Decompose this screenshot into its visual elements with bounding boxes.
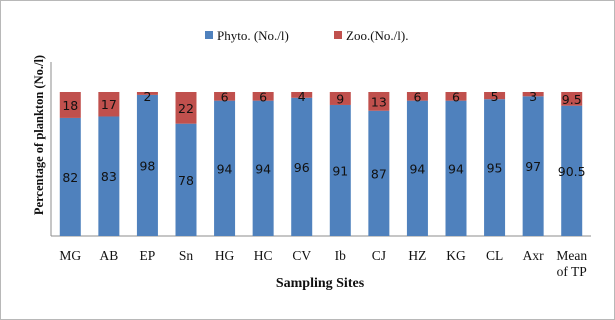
bar-phyto-5 (252, 100, 274, 236)
value-label-zoo-11: 5 (491, 89, 499, 104)
value-label-phyto-5: 94 (255, 161, 271, 176)
bar-phyto-9 (406, 100, 428, 236)
bar-zoo-12 (522, 92, 544, 97)
value-label-phyto-9: 94 (409, 161, 425, 176)
value-label-phyto-12: 97 (525, 159, 541, 174)
bar-zoo-13 (561, 92, 583, 106)
value-label-phyto-6: 96 (294, 160, 310, 175)
category-label-6: CV (292, 248, 311, 263)
category-labels: MG AB EP Sn HG HC CV Ib CJ HZ KG CL Axr Mean of TP (59, 248, 587, 279)
value-label-phyto-13: 90.5 (558, 164, 586, 179)
category-label-2: EP (140, 248, 156, 263)
bar-zoo-2 (136, 92, 158, 95)
bar-zoo-0 (59, 92, 81, 118)
category-label-3: Sn (179, 248, 194, 263)
value-label-phyto-11: 95 (487, 161, 503, 176)
value-label-zoo-10: 6 (452, 89, 460, 104)
legend-label-zoo: Zoo.(No./l). (346, 28, 408, 43)
bar-phyto-3 (175, 123, 197, 236)
value-label-phyto-4: 94 (217, 161, 233, 176)
value-label-zoo-9: 6 (413, 89, 421, 104)
category-label-10: KG (446, 248, 466, 263)
bar-zoo-11 (484, 92, 506, 100)
bar-zoo-4 (214, 92, 236, 101)
y-axis-title: Percentage of plankton (No./l) (32, 55, 46, 215)
bar-phyto-0 (59, 117, 81, 236)
value-label-phyto-7: 91 (332, 163, 348, 178)
bar-zoo-10 (445, 92, 467, 101)
category-label-11: CL (486, 248, 503, 263)
value-label-phyto-1: 83 (101, 169, 117, 184)
bar-phyto-7 (329, 104, 351, 237)
bar-phyto-11 (484, 99, 506, 236)
legend-swatch-zoo (334, 31, 342, 39)
bar-phyto-12 (522, 96, 544, 236)
bar-phyto-10 (445, 100, 467, 236)
bar-zoo-3 (175, 92, 197, 124)
value-label-zoo-0: 18 (62, 98, 78, 113)
value-label-phyto-3: 78 (178, 173, 194, 188)
bar-phyto-8 (368, 110, 390, 236)
category-label-12: Axr (523, 248, 544, 263)
bar-phyto-4 (214, 100, 236, 236)
bar-zoo-9 (406, 92, 428, 101)
category-label-4: HG (215, 248, 235, 263)
value-label-phyto-10: 94 (448, 161, 464, 176)
value-label-zoo-6: 4 (298, 89, 306, 104)
category-label-5: HC (254, 248, 273, 263)
value-label-zoo-1: 17 (101, 97, 117, 112)
value-label-zoo-2: 2 (143, 89, 151, 104)
x-axis-title: Sampling Sites (276, 276, 365, 291)
category-label-9: HZ (408, 248, 426, 263)
value-label-phyto-8: 87 (371, 166, 387, 181)
value-label-zoo-5: 6 (259, 89, 267, 104)
value-label-zoo-8: 13 (371, 94, 387, 109)
value-label-zoo-13: 9.5 (562, 92, 582, 107)
bar-zoo-7 (329, 92, 351, 105)
bars-group: 82 18 83 17 98 2 78 22 94 6 94 6 96 4 91 9 87 13 94 6 94 6 95 5… (59, 89, 586, 237)
category-label-1: AB (99, 248, 118, 263)
legend-label-phyto: Phyto. (No./l) (217, 28, 289, 43)
bar-phyto-1 (98, 116, 120, 236)
value-label-phyto-0: 82 (62, 170, 78, 185)
category-label-0: MG (59, 248, 81, 263)
category-label-7: Ib (335, 248, 346, 263)
bar-phyto-13 (561, 105, 583, 237)
bar-phyto-2 (136, 94, 158, 236)
bar-zoo-8 (368, 92, 390, 111)
bar-zoo-5 (252, 92, 274, 101)
bar-zoo-6 (291, 92, 313, 98)
legend-swatch-phyto (205, 31, 213, 39)
legend: Phyto. (No./l) Zoo.(No./l). (205, 28, 408, 43)
bar-phyto-6 (291, 97, 313, 236)
bar-zoo-1 (98, 92, 120, 117)
value-label-zoo-12: 3 (529, 89, 537, 104)
value-label-zoo-4: 6 (221, 89, 229, 104)
category-label-13: Mean of TP (556, 248, 587, 279)
value-label-zoo-3: 22 (178, 101, 194, 116)
value-label-phyto-2: 98 (139, 158, 155, 173)
value-label-zoo-7: 9 (336, 91, 344, 106)
category-label-8: CJ (372, 248, 386, 263)
